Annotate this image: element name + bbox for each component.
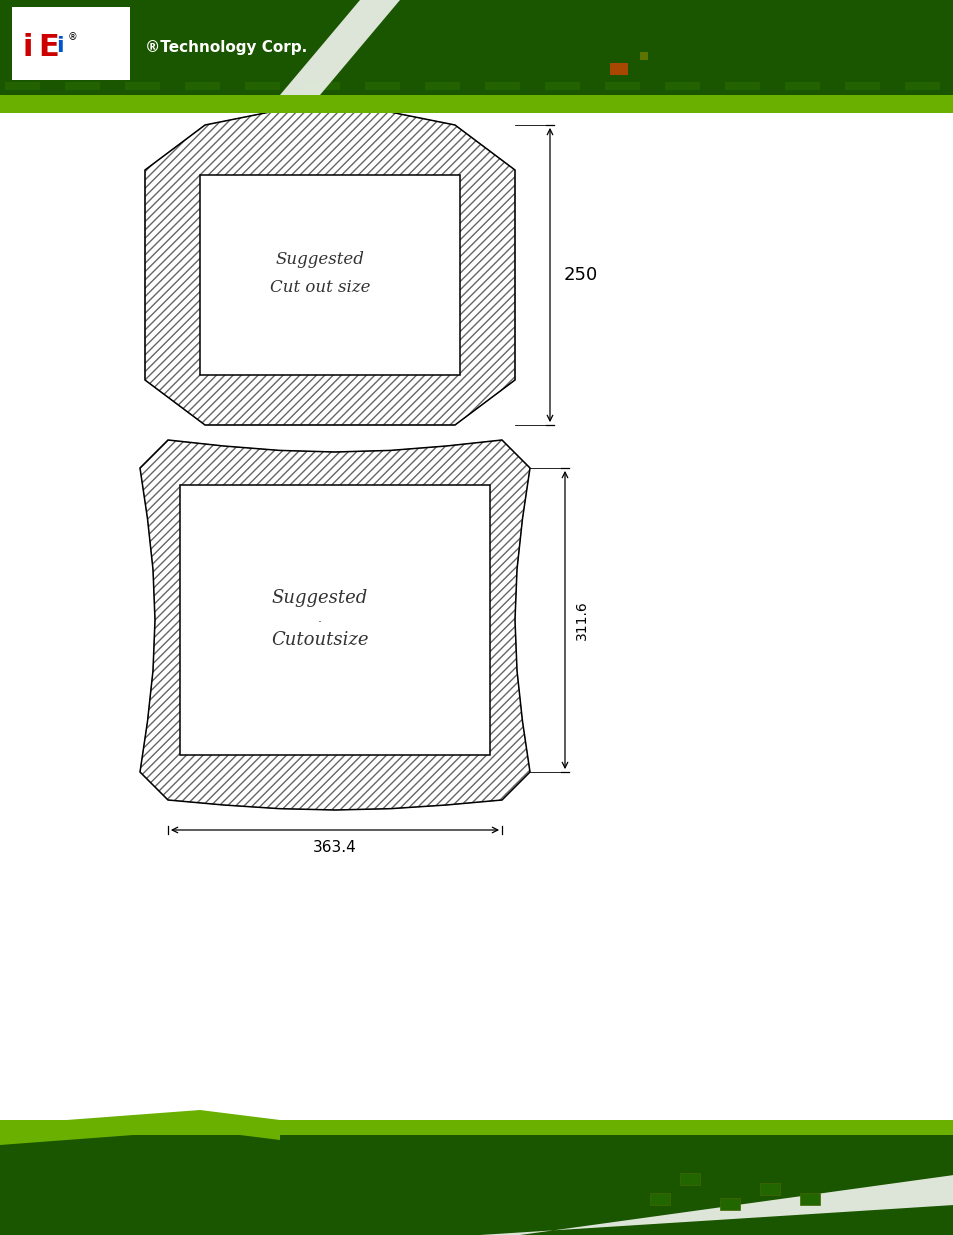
Text: 311.6: 311.6: [575, 600, 588, 640]
Bar: [760, 1183, 780, 1195]
Bar: [724, 82, 760, 90]
Bar: [5, 82, 40, 90]
Text: ®: ®: [68, 32, 77, 42]
Bar: [0, 1135, 953, 1235]
Bar: [125, 82, 160, 90]
Text: i: i: [22, 33, 32, 62]
Bar: [639, 52, 647, 61]
Text: Suggested: Suggested: [275, 252, 364, 268]
Bar: [844, 82, 879, 90]
Polygon shape: [0, 1110, 280, 1145]
Bar: [0, 1120, 953, 1135]
Polygon shape: [145, 100, 515, 425]
Bar: [664, 82, 700, 90]
Text: Cut out size: Cut out size: [270, 279, 370, 295]
Bar: [12, 7, 130, 80]
Text: E: E: [38, 33, 59, 62]
Bar: [649, 1193, 669, 1205]
Bar: [424, 82, 459, 90]
Text: 250: 250: [563, 266, 598, 284]
Bar: [185, 82, 220, 90]
Bar: [305, 82, 339, 90]
Text: i: i: [56, 36, 64, 56]
Bar: [0, 0, 953, 95]
Polygon shape: [200, 175, 459, 375]
Bar: [800, 1193, 820, 1205]
Bar: [365, 82, 399, 90]
Polygon shape: [140, 440, 530, 810]
Bar: [609, 63, 627, 75]
Text: ®Technology Corp.: ®Technology Corp.: [145, 40, 307, 56]
Text: 363.4: 363.4: [313, 840, 356, 855]
Text: 307.5: 307.5: [308, 49, 352, 65]
Bar: [904, 82, 939, 90]
Bar: [245, 82, 280, 90]
Bar: [0, 95, 953, 112]
Polygon shape: [479, 1174, 953, 1235]
Bar: [544, 82, 579, 90]
Text: Cutoutsize: Cutoutsize: [271, 631, 369, 650]
Bar: [65, 82, 100, 90]
Polygon shape: [180, 485, 490, 755]
Text: Suggested: Suggested: [272, 589, 368, 606]
Bar: [604, 82, 639, 90]
Bar: [784, 82, 820, 90]
Bar: [679, 1173, 700, 1186]
Text: .: .: [317, 611, 322, 625]
Bar: [720, 1198, 740, 1210]
Polygon shape: [280, 0, 399, 95]
Bar: [484, 82, 519, 90]
